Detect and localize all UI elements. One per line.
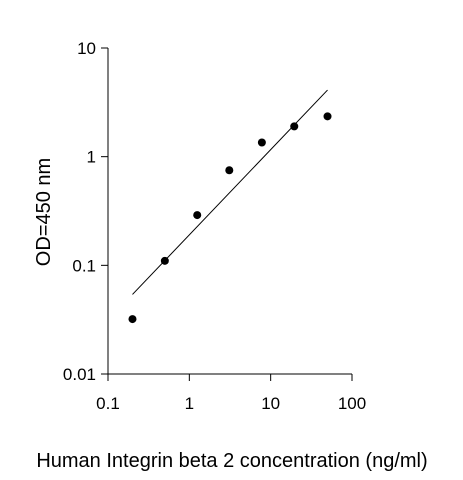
x-tick-label: 100 [338, 394, 366, 413]
data-point [160, 256, 169, 265]
trendline-group [132, 89, 328, 295]
x-tick-label: 10 [261, 394, 280, 413]
data-point [290, 122, 299, 131]
ticks [101, 47, 353, 381]
axes [107, 48, 352, 375]
data-point [323, 112, 332, 121]
y-tick-label: 0.01 [63, 365, 96, 384]
x-tick-label: 0.1 [96, 394, 120, 413]
data-point [225, 166, 234, 175]
trendline [132, 89, 328, 295]
y-axis-label: OD=450 nm [33, 158, 55, 266]
y-tick-label: 0.1 [72, 256, 96, 275]
data-point [193, 211, 202, 220]
x-tick-label: 1 [185, 394, 194, 413]
x-tick-labels: 0.1 1 10 100 [96, 394, 366, 413]
data-point [257, 138, 266, 147]
data-points [128, 112, 332, 324]
x-axis-label: Human Integrin beta 2 concentration (ng/… [36, 450, 427, 472]
data-point [128, 315, 137, 324]
y-tick-label: 10 [77, 39, 96, 58]
y-tick-labels: 0.01 0.1 1 10 [63, 39, 96, 384]
y-tick-label: 1 [87, 148, 96, 167]
